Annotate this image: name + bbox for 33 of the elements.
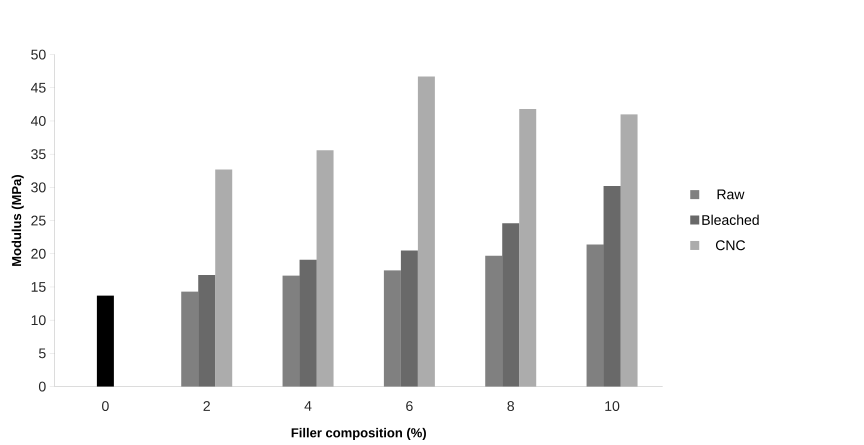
- y-tick-label: 20: [31, 248, 46, 259]
- bar: [586, 244, 604, 387]
- bar: [96, 296, 114, 387]
- bar: [282, 276, 300, 387]
- y-tick-label: 50: [31, 50, 46, 60]
- bar: [604, 186, 621, 387]
- bar: [502, 223, 520, 387]
- x-axis-title: Filler composition (%): [292, 428, 426, 440]
- x-tick-label: 0: [102, 401, 109, 412]
- y-tick-label: 15: [32, 282, 46, 292]
- y-tick-label: 45: [30, 82, 46, 93]
- x-tick-label: 8: [507, 401, 514, 412]
- x-tick-label: 6: [406, 401, 413, 412]
- bar: [485, 256, 502, 387]
- bar: [400, 250, 418, 387]
- y-axis-title: Modulus (MPa): [12, 175, 24, 266]
- y-tick-label: 5: [38, 348, 46, 358]
- y-tick-label: 25: [31, 216, 46, 226]
- bar: [181, 292, 198, 387]
- x-tick-label: 2: [204, 401, 210, 411]
- bar: [300, 260, 317, 387]
- y-tick-label: 0: [38, 382, 46, 392]
- legend-label: Raw: [718, 190, 744, 200]
- bar: [198, 275, 216, 387]
- y-tick-label: 10: [32, 315, 46, 326]
- y-tick-label: 40: [30, 116, 46, 126]
- legend-label: Bleached: [702, 214, 759, 225]
- bar: [384, 270, 401, 387]
- y-tick-label: 35: [31, 149, 46, 160]
- x-tick-label: 4: [304, 401, 312, 411]
- x-tick-label: 10: [605, 401, 620, 412]
- legend-label: CNC: [716, 240, 746, 250]
- y-tick-label: 30: [31, 182, 46, 192]
